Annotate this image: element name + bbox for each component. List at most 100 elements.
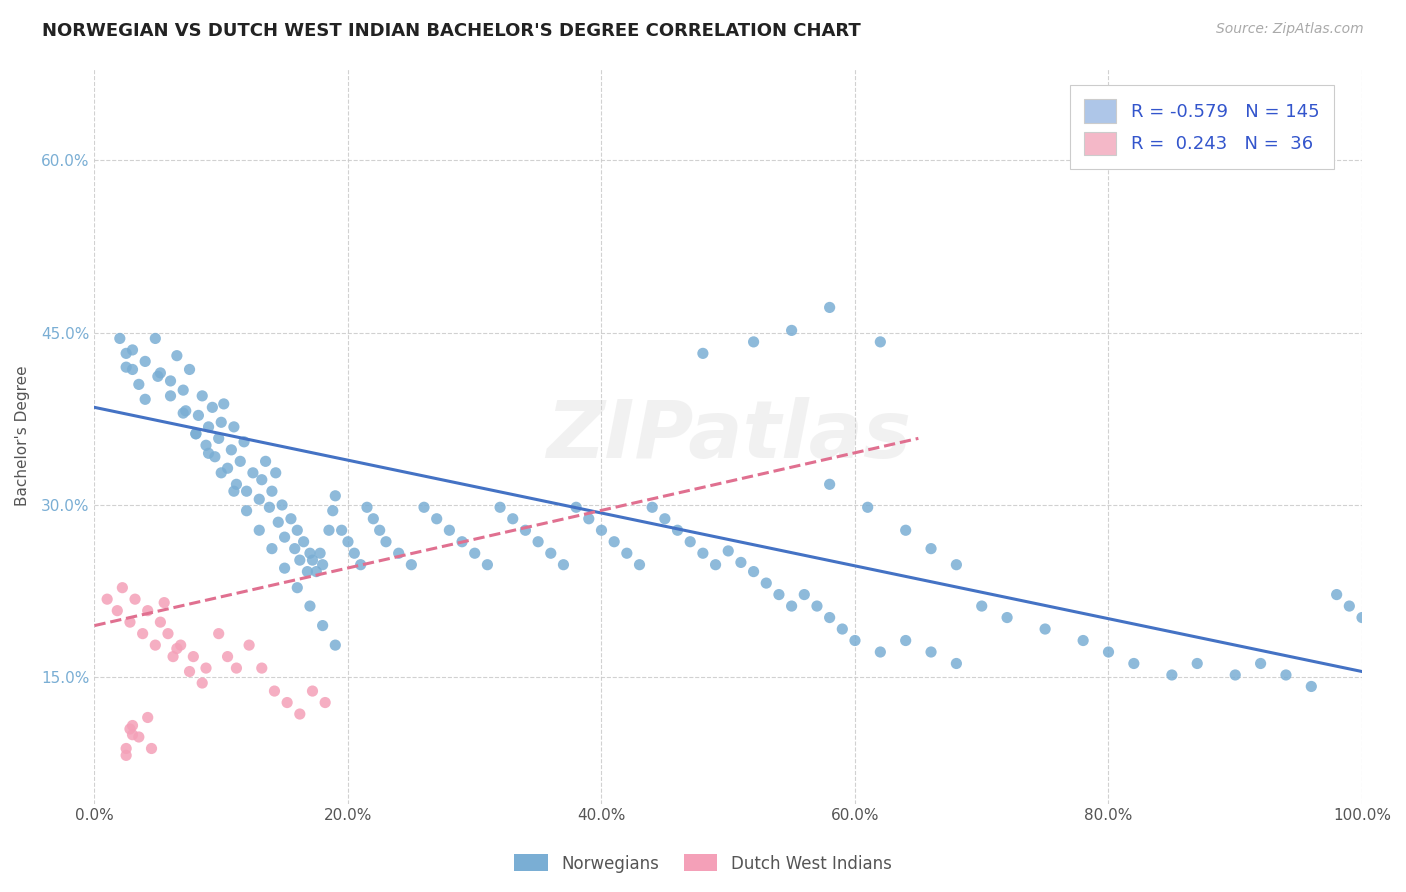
Point [276, 696, 298, 710]
Point [247, 492, 270, 507]
Point [363, 512, 385, 526]
Point [565, 500, 588, 515]
Point [115, 748, 138, 763]
Point [742, 334, 765, 349]
Point [1225, 668, 1247, 682]
Point [183, 649, 205, 664]
Point [284, 541, 307, 556]
Point [314, 696, 336, 710]
Point [273, 530, 295, 544]
Point [209, 466, 232, 480]
Point [869, 645, 891, 659]
Point [780, 323, 803, 337]
Point [730, 556, 752, 570]
Point [128, 377, 150, 392]
Point [1122, 657, 1144, 671]
Point [115, 360, 138, 375]
Point [288, 706, 311, 721]
Point [229, 454, 252, 468]
Point [247, 523, 270, 537]
Point [666, 523, 689, 537]
Point [755, 576, 778, 591]
Point [869, 334, 891, 349]
Point [260, 484, 283, 499]
Text: NORWEGIAN VS DUTCH WEST INDIAN BACHELOR'S DEGREE CORRELATION CHART: NORWEGIAN VS DUTCH WEST INDIAN BACHELOR'… [42, 22, 860, 40]
Point [195, 438, 218, 452]
Point [169, 638, 191, 652]
Point [184, 426, 207, 441]
Point [527, 534, 550, 549]
Point [179, 362, 201, 376]
Point [1275, 668, 1298, 682]
Point [768, 588, 790, 602]
Point [204, 450, 226, 464]
Point [267, 515, 290, 529]
Point [143, 331, 166, 345]
Point [108, 331, 131, 345]
Point [616, 546, 638, 560]
Point [806, 599, 828, 613]
Point [208, 431, 231, 445]
Point [280, 512, 302, 526]
Point [285, 523, 308, 537]
Point [238, 638, 260, 652]
Point [343, 546, 366, 560]
Point [1071, 633, 1094, 648]
Point [298, 599, 321, 613]
Point [134, 354, 156, 368]
Point [115, 741, 138, 756]
Point [311, 558, 333, 572]
Point [894, 633, 917, 648]
Point [591, 523, 613, 537]
Point [195, 661, 218, 675]
Point [297, 565, 319, 579]
Point [197, 420, 219, 434]
Point [818, 301, 841, 315]
Point [1301, 680, 1323, 694]
Point [166, 641, 188, 656]
Point [426, 512, 449, 526]
Point [540, 546, 562, 560]
Point [356, 500, 378, 515]
Point [172, 406, 194, 420]
Point [118, 615, 141, 629]
Point [174, 404, 197, 418]
Point [263, 684, 285, 698]
Point [413, 500, 436, 515]
Point [464, 546, 486, 560]
Point [439, 523, 461, 537]
Point [273, 561, 295, 575]
Point [1326, 588, 1348, 602]
Point [259, 500, 281, 515]
Point [894, 523, 917, 537]
Point [1351, 610, 1374, 624]
Point [159, 389, 181, 403]
Point [920, 541, 942, 556]
Point [305, 565, 328, 579]
Point [143, 638, 166, 652]
Point [502, 512, 524, 526]
Point [285, 581, 308, 595]
Point [1097, 645, 1119, 659]
Point [131, 626, 153, 640]
Point [322, 504, 344, 518]
Point [149, 615, 172, 629]
Point [780, 599, 803, 613]
Point [187, 409, 209, 423]
Point [254, 454, 277, 468]
Point [553, 558, 575, 572]
Point [222, 484, 245, 499]
Point [375, 534, 398, 549]
Point [111, 581, 134, 595]
Point [970, 599, 993, 613]
Point [818, 477, 841, 491]
Point [831, 622, 853, 636]
Point [159, 374, 181, 388]
Point [301, 684, 323, 698]
Point [136, 710, 159, 724]
Point [250, 473, 273, 487]
Point [641, 500, 664, 515]
Point [233, 434, 256, 449]
Point [141, 741, 163, 756]
Point [1339, 599, 1361, 613]
